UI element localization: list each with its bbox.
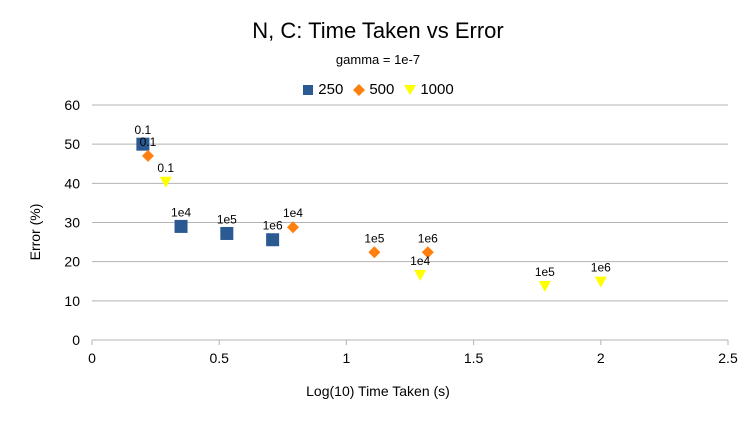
data-label-250-1: 1e4 (171, 205, 191, 219)
data-label-250-3: 1e6 (263, 219, 283, 233)
point-1000-3 (594, 276, 607, 288)
legend-label-500: 500 (369, 81, 395, 98)
legend-label-250: 250 (318, 81, 344, 98)
point-500-1 (286, 221, 299, 234)
y-tick-label-6: 60 (64, 97, 80, 113)
x-tick-label-1: 0.5 (209, 350, 229, 366)
data-label-250-0: 0.1 (135, 123, 152, 137)
legend-item-500: 500 (353, 81, 394, 98)
x-axis-label: Log(10) Time Taken (s) (306, 383, 450, 399)
data-label-500-2: 1e5 (364, 231, 384, 245)
data-label-1000-0: 0.1 (157, 161, 174, 175)
legend-marker-250 (303, 84, 314, 95)
chart-subtitle: gamma = 1e-7 (335, 52, 421, 67)
point-1000-0 (159, 176, 172, 188)
chart-title: N, C: Time Taken vs Error (252, 18, 504, 43)
point-250-3 (266, 233, 280, 247)
data-label-1000-3: 1e6 (591, 261, 611, 275)
data-label-1000-2: 1e5 (535, 265, 555, 279)
legend-marker-1000 (404, 84, 417, 95)
legend-item-1000: 1000 (404, 81, 454, 98)
chart-legend: 250 500 1000 (0, 81, 756, 98)
point-250-1 (174, 219, 188, 233)
x-tick-label-3: 1.5 (464, 350, 484, 366)
x-tick-label-2: 1 (343, 350, 351, 366)
legend-item-250: 250 (302, 81, 343, 98)
point-1000-1 (414, 269, 427, 281)
legend-marker-500 (353, 83, 366, 96)
y-tick-label-5: 50 (64, 136, 80, 152)
y-tick-label-1: 10 (64, 293, 80, 309)
x-tick-label-0: 0 (88, 350, 96, 366)
data-label-500-3: 1e6 (418, 231, 438, 245)
point-500-3 (421, 246, 434, 259)
point-500-2 (368, 246, 381, 259)
data-label-500-0: 0.1 (140, 135, 157, 149)
point-500-0 (141, 149, 154, 162)
y-axis-label: Error (%) (27, 203, 43, 261)
data-label-250-2: 1e5 (217, 212, 237, 226)
data-label-1000-1: 1e4 (410, 254, 430, 268)
y-tick-label-4: 40 (64, 175, 80, 191)
y-tick-label-3: 30 (64, 215, 80, 231)
y-tick-label-2: 20 (64, 254, 80, 270)
point-1000-2 (538, 280, 551, 292)
x-tick-label-4: 2 (597, 350, 605, 366)
legend-label-1000: 1000 (420, 81, 454, 98)
x-tick-label-5: 2.5 (718, 350, 738, 366)
point-250-0 (136, 137, 150, 151)
y-tick-label-0: 0 (72, 332, 80, 348)
point-250-2 (220, 226, 234, 240)
data-label-500-1: 1e4 (283, 206, 303, 220)
